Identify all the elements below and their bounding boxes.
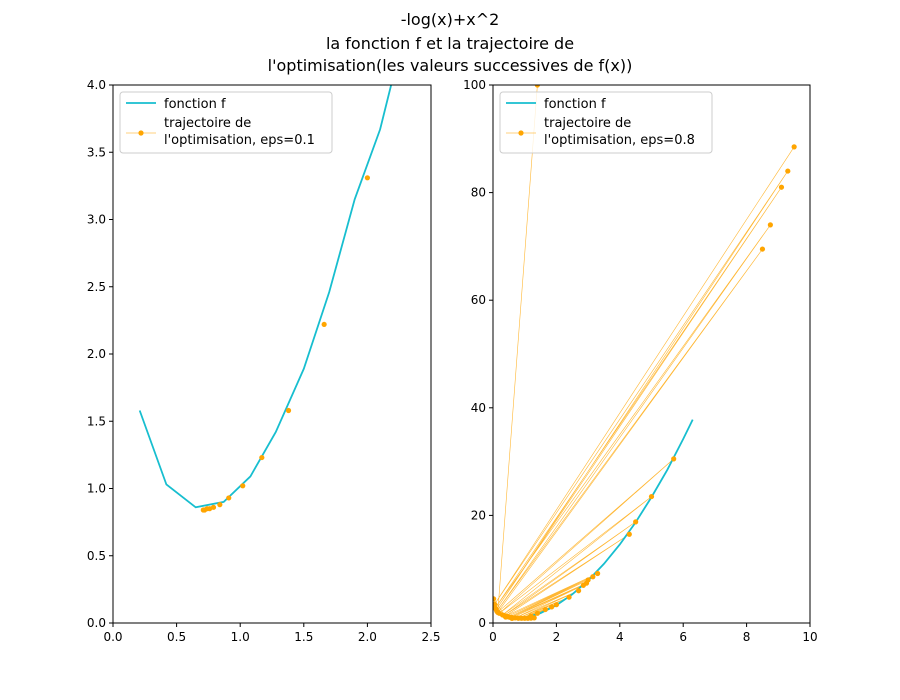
right-trajectory-point	[767, 222, 773, 228]
figure-title-line-3: l'optimisation(les valeurs successives d…	[267, 56, 633, 75]
left-legend-function-label: fonction f	[164, 97, 226, 112]
left-function-line	[138, 85, 393, 509]
right-y-tick-label: 20	[471, 508, 486, 522]
left-x-tick-label: 0.5	[167, 630, 186, 644]
right-trajectory-point	[549, 604, 555, 610]
left-legend-trajectory-swatch-marker	[138, 130, 144, 136]
right-y-tick-label: 60	[471, 293, 486, 307]
right-x-tick-label: 8	[743, 630, 751, 644]
left-y-tick-label: 3.0	[87, 213, 106, 227]
left-x-tick-label: 1.0	[231, 630, 250, 644]
left-y-tick-label: 0.5	[87, 549, 106, 563]
left-legend-trajectory-label-line: l'optimisation, eps=0.1	[164, 133, 315, 148]
left-x-tick-label: 2.0	[358, 630, 377, 644]
right-trajectory-point	[759, 246, 766, 252]
right-legend-function-label: fonction f	[544, 97, 606, 112]
right-trajectory-point	[553, 602, 560, 608]
right-trajectory-point	[493, 601, 498, 607]
right-trajectory-point	[495, 609, 501, 615]
right-trajectory-point	[542, 606, 548, 613]
left-legend-trajectory-label-line: trajectoire de	[164, 116, 251, 131]
left-x-tick-label: 0.0	[103, 630, 122, 644]
figure-title-line-1: -log(x)+x^2	[400, 10, 500, 29]
left-y-tick-label: 3.5	[87, 145, 106, 159]
right-trajectory-point	[648, 493, 655, 500]
right-trajectory-point	[671, 456, 677, 462]
right-legend-box	[499, 91, 713, 154]
right-x-tick-label: 0	[489, 630, 497, 644]
left-trajectory-point	[226, 495, 232, 501]
left-x-tick-label: 1.5	[294, 630, 313, 644]
right-trajectory-point	[580, 582, 586, 588]
right-function-line	[493, 419, 694, 620]
left-y-tick-label: 2.5	[87, 280, 106, 294]
right-trajectory-point	[515, 615, 521, 621]
left-y-tick-label: 1.5	[87, 414, 106, 428]
right-x-tick-label: 2	[553, 630, 561, 644]
right-y-tick-label: 80	[471, 186, 486, 200]
right-trajectory-path	[493, 85, 795, 619]
left-trajectory-point	[285, 407, 292, 414]
right-legend-trajectory-label-line: l'optimisation, eps=0.8	[544, 133, 695, 148]
left-y-tick-label: 1.0	[87, 482, 106, 496]
right-trajectory-point	[626, 531, 632, 537]
left-trajectory-point	[217, 502, 223, 508]
right-trajectory-point	[534, 610, 540, 616]
left-trajectory-point	[240, 483, 246, 489]
right-y-tick-label: 40	[471, 401, 486, 415]
right-trajectory-point	[509, 615, 515, 622]
right-axes-frame	[492, 84, 811, 624]
right-x-tick-label: 6	[679, 630, 687, 644]
right-trajectory-point	[493, 596, 497, 602]
right-trajectory-point	[778, 184, 785, 190]
left-y-tick-label: 2.0	[87, 347, 106, 361]
right-trajectory-point	[534, 85, 540, 88]
right-trajectory-point	[595, 570, 601, 577]
left-trajectory-point	[200, 507, 206, 513]
right-trajectory-point	[575, 588, 582, 594]
right-plot-area	[493, 85, 797, 622]
right-trajectory-point	[566, 594, 572, 600]
right-x-tick-label: 10	[802, 630, 817, 644]
figure-title-line-2: la fonction f et la trajectoire de	[325, 34, 575, 53]
right-trajectory-point	[503, 614, 509, 620]
left-trajectory-point	[259, 454, 265, 461]
right-legend-trajectory-label-line: trajectoire de	[544, 116, 631, 131]
right-trajectory-point	[528, 613, 534, 619]
left-trajectory-point	[364, 175, 370, 181]
left-legend-box	[119, 91, 333, 154]
right-y-tick-label: 100	[463, 78, 486, 92]
right-y-tick-label: 0	[478, 616, 486, 630]
left-y-tick-label: 0.0	[87, 616, 106, 630]
left-x-tick-label: 2.5	[421, 630, 440, 644]
right-x-tick-label: 4	[616, 630, 624, 644]
right-trajectory-point	[633, 519, 639, 525]
right-trajectory-point	[791, 144, 797, 150]
left-subplot: 0.0 0.5 1.0 1.5 2.0 2.5 0.0 0.5 1.0 1.5 2.0 2.5 3.0 3…	[87, 78, 441, 644]
left-y-tick-label: 4.0	[87, 78, 106, 92]
left-axes-frame	[112, 84, 432, 624]
left-trajectory-point	[321, 321, 327, 328]
right-trajectory-point	[590, 574, 596, 580]
right-trajectory-point	[785, 168, 791, 174]
right-legend-trajectory-swatch-marker	[518, 130, 524, 136]
left-plot-area	[138, 85, 393, 513]
